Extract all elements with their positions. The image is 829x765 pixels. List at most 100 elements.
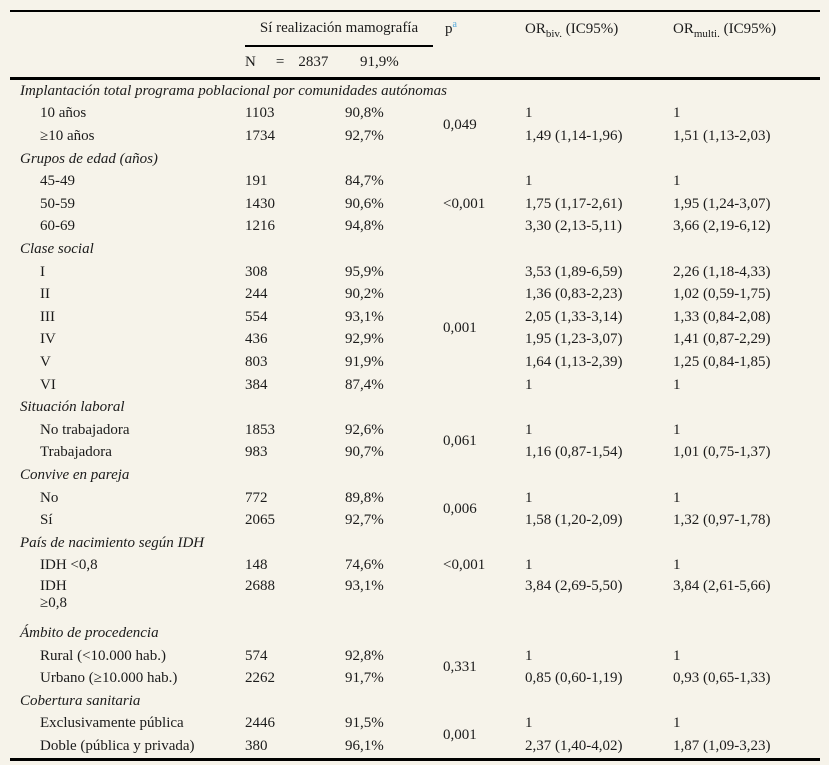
n-value: 2262 (245, 670, 275, 687)
section-label: Grupos de edad (años) (20, 150, 158, 167)
row-label: III (40, 308, 55, 325)
data-row: No trabajadora 1853 92,6% 0,061 1 1 (10, 419, 820, 449)
n-value: 2688 (245, 578, 275, 595)
or-multi-value: 1 (673, 105, 681, 122)
data-row: 50-59 1430 90,6% 1,75 (1,17-2,61) 1,95 (1,24… (10, 193, 820, 216)
or-biv-subscript: biv. (545, 27, 562, 40)
or-multi-value: 1 (673, 173, 681, 190)
p-value: 0,061 (443, 433, 477, 450)
or-multi-value: 1,02 (0,59-1,75) (673, 286, 771, 303)
n-value: 380 (245, 737, 268, 754)
data-row: Doble (pública y privada) 380 96,1% 2,37 (1… (10, 735, 820, 759)
mammography-header-label: Sí realización mamografía (259, 20, 419, 36)
or-biv-value: 1 (525, 647, 533, 664)
p-value: 0,049 (443, 116, 477, 133)
pct-value: 89,8% (345, 489, 384, 506)
pct-value: 90,8% (345, 105, 384, 122)
n-value: 436 (245, 331, 268, 348)
pct-value: 92,7% (345, 512, 384, 529)
or-biv-value: 0,85 (0,60-1,19) (525, 670, 623, 687)
or-multi-value: 1 (673, 557, 681, 574)
or-multi-value: 3,66 (2,19-6,12) (673, 218, 771, 235)
or-biv-value: 1,95 (1,23-3,07) (525, 331, 623, 348)
or-biv-value: 1 (525, 421, 533, 438)
or-multi-value: 1 (673, 647, 681, 664)
or-multi-value: 3,84 (2,61-5,66) (673, 578, 771, 595)
p-value: 0,331 (443, 658, 477, 675)
section-row: Ámbito de procedencia (10, 622, 820, 645)
or-multi-value: 1 (673, 489, 681, 506)
header-empty-cell (10, 46, 245, 80)
or-biv-value: 1,16 (0,87-1,54) (525, 444, 623, 461)
or-multi-value: 1,25 (0,84-1,85) (673, 354, 771, 371)
data-row: Exclusivamente pública 2446 91,5% 0,001 1 1 (10, 712, 820, 742)
row-label: 10 años (40, 105, 87, 122)
or-biv-value: 2,37 (1,40-4,02) (525, 737, 623, 754)
n-value: 191 (245, 173, 268, 190)
row-label: Doble (pública y privada) (40, 737, 195, 754)
n-value: 1853 (245, 421, 275, 438)
section-label: Convive en pareja (20, 466, 130, 483)
row-label: Rural (<10.000 hab.) (40, 647, 166, 664)
total-n-value: 2837 (298, 53, 329, 70)
or-biv-value: 3,84 (2,69-5,50) (525, 578, 623, 595)
data-row: Trabajadora 983 90,7% 1,16 (0,87-1,54) 1,01 … (10, 442, 820, 465)
or-multi-value: 1 (673, 715, 681, 732)
n-value: 2446 (245, 715, 275, 732)
or-biv-value: 1 (525, 489, 533, 506)
p-value: <0,001 (443, 195, 486, 212)
or-multi-value: 0,93 (0,65-1,33) (673, 670, 771, 687)
or-biv-value: 3,30 (2,13-5,11) (525, 218, 622, 235)
data-row: 45-49 191 84,7% <0,001 1 1 (10, 170, 820, 212)
section-row: Convive en pareja (10, 464, 820, 487)
data-row: V 803 91,9% 1,64 (1,13-2,39) 1,25 (0,84-1,85… (10, 351, 820, 374)
pct-value: 90,6% (345, 195, 384, 212)
p-header-label: p (445, 20, 453, 37)
pct-value: 91,5% (345, 715, 384, 732)
section-row: Clase social (10, 238, 820, 261)
or-biv-value: 3,53 (1,89-6,59) (525, 263, 623, 280)
or-multi-value: 2,26 (1,18-4,33) (673, 263, 771, 280)
pct-value: 92,9% (345, 331, 384, 348)
pct-value: 91,9% (345, 354, 384, 371)
equals-sign: = (275, 53, 285, 70)
row-label: 60-69 (40, 218, 75, 235)
data-row: 10 años 1103 90,8% 0,049 1 1 (10, 103, 820, 132)
data-row: VI 384 87,4% 1 1 (10, 374, 820, 397)
pct-value: 96,1% (345, 737, 384, 754)
pct-value: 95,9% (345, 263, 384, 280)
or-multi-suffix: (IC95%) (719, 20, 777, 37)
n-value: 1216 (245, 218, 275, 235)
table-body: Implantación total programa poblacional … (10, 79, 820, 760)
row-label: VI (40, 376, 56, 393)
pct-value: 92,7% (345, 128, 384, 145)
or-biv-value: 1,49 (1,14-1,96) (525, 128, 623, 145)
data-row: IDH ≥0,8 2688 93,1% 3,84 (2,69-5,50) 3,84 (2… (10, 577, 820, 622)
header-row-1: Sí realización mamografía pa ORbiv. (IC9… (10, 11, 820, 47)
or-biv-suffix: (IC95%) (561, 20, 619, 37)
n-value: 244 (245, 286, 268, 303)
or-multi-value: 1,95 (1,24-3,07) (673, 195, 771, 212)
n-value: 772 (245, 489, 268, 506)
or-biv-value: 1,58 (1,20-2,09) (525, 512, 623, 529)
table-header: Sí realización mamografía pa ORbiv. (IC9… (10, 11, 821, 80)
row-label: Exclusivamente pública (40, 715, 184, 732)
data-row: II 244 90,2% 1,36 (0,83-2,23) 1,02 (0,59-1,7… (10, 283, 820, 306)
section-label: Implantación total programa poblacional … (20, 82, 447, 99)
row-label: IV (40, 331, 56, 348)
n-value: 1734 (245, 128, 275, 145)
n-value: 803 (245, 354, 268, 371)
or-biv-value: 1 (525, 557, 533, 574)
pct-value: 90,2% (345, 286, 384, 303)
or-multi-value: 1,33 (0,84-2,08) (673, 308, 771, 325)
pct-value: 92,8% (345, 647, 384, 664)
or-biv-value: 1 (525, 376, 533, 393)
or-biv-value: 1 (525, 173, 533, 190)
section-label: Ámbito de procedencia (20, 624, 159, 641)
or-multi-value: 1,41 (0,87-2,29) (673, 331, 771, 348)
pct-value: 87,4% (345, 376, 384, 393)
data-row: 60-69 1216 94,8% 3,30 (2,13-5,11) 3,66 (2,19… (10, 216, 820, 239)
or-biv-prefix: OR (525, 20, 546, 37)
data-row: ≥10 años 1734 92,7% 1,49 (1,14-1,96) 1,51 (1… (10, 125, 820, 148)
header-empty-cell (525, 46, 674, 80)
